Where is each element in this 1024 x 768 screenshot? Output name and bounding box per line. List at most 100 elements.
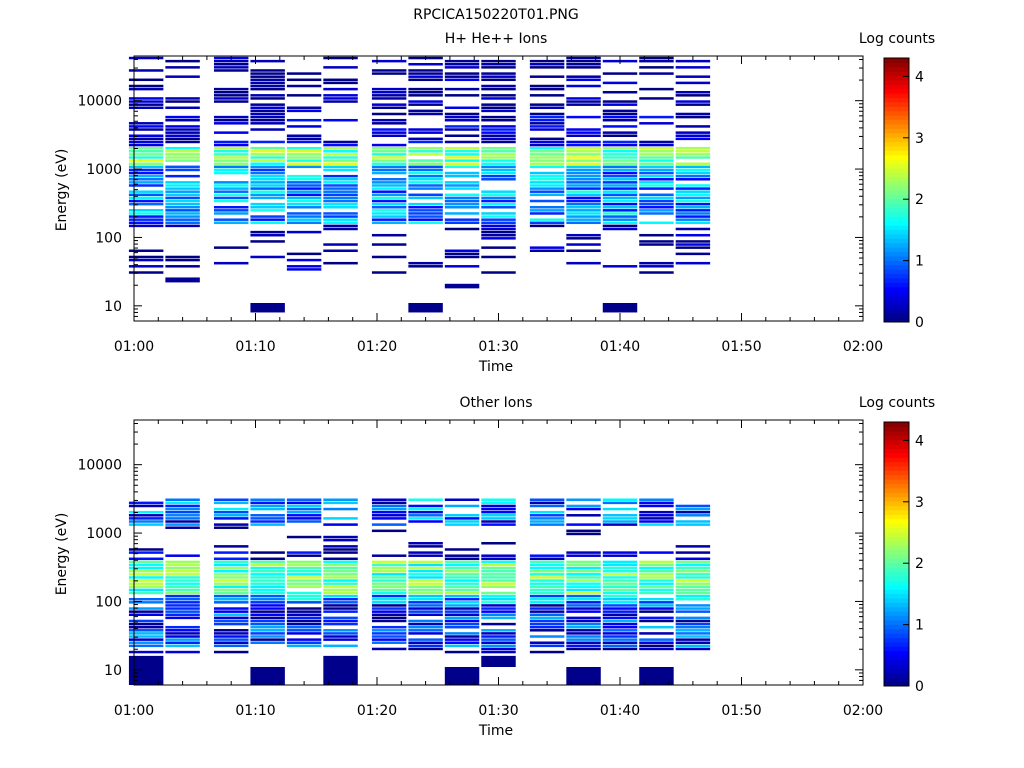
heatmap-cell bbox=[128, 140, 164, 144]
heatmap-cell bbox=[639, 87, 674, 91]
heatmap-cell bbox=[408, 150, 443, 153]
heatmap-cell bbox=[165, 165, 200, 169]
heatmap-cell bbox=[250, 632, 285, 635]
heatmap-cell bbox=[481, 510, 516, 514]
colorbar-swatch bbox=[884, 304, 909, 310]
heatmap-cell bbox=[128, 128, 164, 131]
heatmap-cell bbox=[286, 613, 322, 617]
heatmap-cell bbox=[408, 103, 443, 106]
colorbar-swatch bbox=[884, 62, 909, 68]
heatmap-cell bbox=[250, 193, 285, 197]
heatmap-cell bbox=[675, 125, 711, 128]
heatmap-cell bbox=[529, 224, 565, 228]
colorbar-swatch bbox=[884, 584, 909, 590]
heatmap-cell bbox=[323, 66, 358, 69]
heatmap-cell bbox=[639, 181, 674, 184]
heatmap-cell bbox=[566, 504, 601, 508]
heatmap-cell bbox=[481, 84, 516, 88]
heatmap-cell bbox=[250, 582, 285, 585]
heatmap-cell bbox=[675, 212, 711, 215]
heatmap-cell bbox=[323, 221, 358, 225]
heatmap-cell bbox=[675, 153, 711, 156]
heatmap-cell bbox=[165, 100, 200, 103]
heatmap-cell bbox=[371, 112, 407, 116]
heatmap-cell bbox=[566, 635, 601, 638]
heatmap-cell bbox=[481, 137, 516, 141]
heatmap-cell bbox=[213, 585, 249, 589]
heatmap-cell bbox=[408, 153, 443, 156]
heatmap-cell bbox=[602, 181, 638, 184]
heatmap-cell bbox=[165, 193, 200, 197]
colorbar-swatch bbox=[884, 510, 909, 515]
heatmap-cell bbox=[639, 261, 674, 265]
heatmap-cell bbox=[444, 563, 480, 567]
heatmap-cell bbox=[371, 153, 407, 156]
heatmap-cell bbox=[602, 196, 638, 200]
heatmap-cell bbox=[213, 622, 249, 626]
heatmap-cell bbox=[566, 622, 601, 626]
heatmap-cell bbox=[481, 97, 516, 100]
heatmap-cell bbox=[408, 597, 443, 601]
heatmap-cell bbox=[602, 72, 638, 75]
heatmap-cell bbox=[566, 629, 601, 632]
heatmap-cell bbox=[566, 209, 601, 212]
heatmap-cell bbox=[675, 569, 711, 573]
heatmap-cell bbox=[675, 59, 711, 63]
heatmap-cell bbox=[675, 560, 711, 564]
colorbar-swatch bbox=[884, 628, 909, 634]
heatmap-cell bbox=[408, 128, 443, 131]
heatmap-cell bbox=[481, 72, 516, 75]
heatmap-cell bbox=[566, 66, 601, 69]
heatmap-cell bbox=[529, 205, 565, 209]
heatmap-cell bbox=[529, 199, 565, 203]
heatmap-cell bbox=[481, 196, 516, 200]
heatmap-cell bbox=[128, 56, 164, 60]
heatmap-cell bbox=[250, 150, 285, 153]
heatmap-cell bbox=[639, 122, 674, 125]
heatmap-cell bbox=[639, 115, 674, 119]
heatmap-cell bbox=[639, 212, 674, 215]
heatmap-cell bbox=[128, 597, 164, 601]
heatmap-cell bbox=[408, 187, 443, 190]
heatmap-cell bbox=[675, 641, 711, 644]
heatmap-cell bbox=[408, 542, 443, 545]
heatmap-cell bbox=[213, 97, 249, 100]
heatmap-cell bbox=[529, 514, 565, 517]
heatmap-cell bbox=[481, 75, 516, 78]
heatmap-cell bbox=[639, 59, 674, 63]
heatmap-cell bbox=[481, 569, 516, 573]
x-tick-label: 01:50 bbox=[721, 703, 761, 719]
heatmap-cell bbox=[213, 573, 249, 576]
colorbar-tick-label: 0 bbox=[915, 315, 924, 331]
heatmap-cell bbox=[529, 629, 565, 632]
heatmap-cell bbox=[371, 178, 407, 181]
heatmap-cell bbox=[529, 59, 565, 63]
heatmap-cell bbox=[128, 582, 164, 585]
heatmap-cell bbox=[566, 56, 601, 60]
heatmap-cell bbox=[408, 205, 443, 209]
heatmap-cell bbox=[250, 178, 285, 181]
heatmap-cell bbox=[128, 560, 164, 564]
heatmap-cell bbox=[602, 638, 638, 641]
heatmap-cell bbox=[165, 153, 200, 156]
heatmap-cell bbox=[371, 597, 407, 601]
heatmap-cell bbox=[566, 103, 601, 106]
colorbar-swatch bbox=[884, 154, 909, 160]
heatmap-cell bbox=[529, 610, 565, 613]
heatmap-cell bbox=[444, 87, 480, 91]
heatmap-cell bbox=[639, 607, 674, 610]
heatmap-cell bbox=[602, 563, 638, 567]
heatmap-cell bbox=[250, 498, 285, 502]
heatmap-cell bbox=[566, 78, 601, 82]
heatmap-cell bbox=[602, 209, 638, 212]
heatmap-cell bbox=[323, 548, 358, 551]
heatmap-cell bbox=[286, 165, 322, 169]
heatmap-cell bbox=[165, 635, 200, 638]
heatmap-cell bbox=[602, 221, 638, 225]
colorbar-swatch bbox=[884, 282, 909, 288]
heatmap-cell bbox=[371, 255, 407, 259]
heatmap-cell bbox=[602, 635, 638, 638]
heatmap-cell bbox=[250, 181, 285, 184]
heatmap-cell bbox=[444, 619, 480, 623]
heatmap-cell bbox=[481, 597, 516, 601]
